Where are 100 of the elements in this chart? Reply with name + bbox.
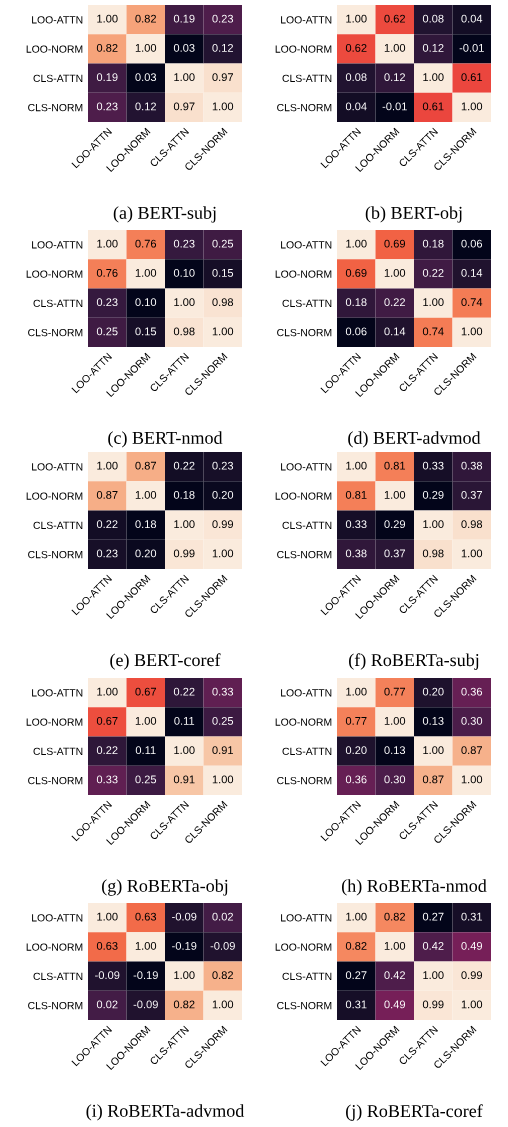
y-tick-label: LOO-NORM: [275, 943, 332, 951]
data-label: 1.00: [384, 490, 406, 499]
y-tick-label: CLS-ATTN: [33, 972, 83, 980]
data-label: 1.00: [346, 912, 367, 921]
y-tick-label: LOO-ATTN: [32, 241, 83, 249]
data-label: 1.00: [174, 73, 195, 82]
data-label: 0.63: [135, 912, 157, 921]
data-label: 0.02: [96, 1000, 118, 1009]
y-tick-label: CLS-NORM: [277, 103, 332, 112]
data-label: 0.23: [173, 239, 195, 248]
y-tick-label: LOO-ATTN: [32, 689, 83, 697]
data-label: 0.23: [96, 298, 118, 307]
data-label: 0.98: [173, 327, 195, 336]
data-label: 0.18: [173, 490, 195, 499]
data-label: 0.33: [212, 687, 234, 696]
data-label: 1.00: [212, 1000, 234, 1009]
data-label: 1.00: [346, 14, 367, 23]
data-label: 1.00: [212, 102, 234, 111]
data-label: -0.09: [133, 1000, 158, 1009]
data-label: 0.11: [135, 746, 156, 755]
data-label: -0.09: [172, 912, 197, 921]
data-label: 0.03: [135, 73, 157, 82]
data-label: 0.18: [135, 520, 157, 529]
y-tick-label: CLS-NORM: [277, 328, 332, 337]
data-label: 0.27: [422, 912, 444, 921]
y-tick-label: LOO-NORM: [275, 270, 332, 278]
data-label: 0.97: [173, 102, 195, 111]
data-label: 1.00: [212, 775, 234, 784]
data-label: 0.22: [96, 746, 118, 755]
data-label: 0.62: [384, 14, 406, 23]
data-label: 1.00: [423, 73, 444, 82]
data-label: 1.00: [461, 102, 483, 111]
data-label: 0.98: [422, 549, 444, 558]
data-label: 0.82: [96, 43, 118, 52]
data-label: 0.19: [173, 14, 195, 23]
data-label: 1.00: [97, 912, 118, 921]
y-tick-label: CLS-NORM: [277, 776, 332, 785]
data-label: 1.00: [423, 298, 444, 307]
y-tick-label: LOO-NORM: [275, 45, 332, 53]
data-label: 0.38: [345, 549, 367, 558]
data-label: 0.33: [422, 461, 444, 470]
y-tick-label: LOO-ATTN: [281, 16, 332, 24]
data-label: 0.63: [96, 941, 118, 950]
text: (h) RoBERTa-nmod: [342, 879, 487, 896]
data-label: -0.19: [172, 941, 197, 950]
data-label: 1.00: [174, 746, 195, 755]
data-label: 0.22: [173, 461, 195, 470]
data-label: 0.03: [173, 43, 195, 52]
data-label: 0.10: [173, 268, 195, 277]
data-label: 0.22: [422, 268, 444, 277]
data-label: 0.33: [96, 775, 118, 784]
data-label: 0.36: [461, 687, 483, 696]
text: (j) RoBERTa-coref: [346, 1104, 483, 1121]
data-label: 0.49: [384, 1000, 406, 1009]
data-label: 1.00: [212, 327, 234, 336]
data-label: 1.00: [384, 268, 406, 277]
data-label: 0.25: [212, 239, 234, 248]
text: (c) BERT-nmod: [108, 431, 223, 448]
data-label: 1.00: [174, 520, 195, 529]
data-label: 0.69: [384, 239, 406, 248]
data-label: 0.20: [422, 687, 444, 696]
y-tick-label: LOO-ATTN: [281, 689, 332, 697]
y-tick-label: LOO-NORM: [275, 718, 332, 726]
data-label: 0.25: [135, 775, 157, 784]
data-label: 0.12: [422, 43, 444, 52]
data-label: 0.82: [345, 941, 367, 950]
data-label: 0.18: [345, 298, 367, 307]
data-label: 1.00: [384, 43, 406, 52]
y-tick-label: CLS-ATTN: [33, 521, 83, 529]
data-label: 0.99: [422, 1000, 444, 1009]
data-label: 0.25: [96, 327, 118, 336]
data-label: 0.37: [461, 490, 483, 499]
data-label: 0.12: [384, 73, 406, 82]
data-label: 0.82: [212, 971, 234, 980]
data-label: 0.08: [422, 14, 444, 23]
data-label: 0.20: [345, 746, 367, 755]
data-label: 1.00: [423, 520, 444, 529]
data-label: 0.22: [96, 520, 118, 529]
y-tick-label: CLS-ATTN: [33, 74, 83, 82]
y-tick-label: LOO-NORM: [26, 270, 83, 278]
data-label: 0.25: [212, 716, 234, 725]
y-tick-label: CLS-NORM: [28, 1001, 83, 1010]
data-label: 0.27: [345, 971, 367, 980]
data-label: 0.82: [173, 1000, 195, 1009]
data-label: 0.42: [384, 971, 406, 980]
data-label: -0.01: [459, 43, 484, 52]
data-label: 0.06: [461, 239, 483, 248]
data-label: 0.33: [345, 520, 367, 529]
data-label: 0.31: [461, 912, 483, 921]
text: (i) RoBERTa-advmod: [86, 1104, 245, 1121]
data-label: 0.20: [212, 490, 234, 499]
data-label: 0.36: [345, 775, 367, 784]
data-label: 1.00: [212, 549, 234, 558]
y-tick-label: CLS-ATTN: [282, 74, 332, 82]
data-label: 1.00: [423, 746, 444, 755]
data-label: 1.00: [346, 687, 367, 696]
data-label: 0.12: [212, 43, 234, 52]
y-tick-label: CLS-ATTN: [282, 747, 332, 755]
y-tick-label: CLS-NORM: [28, 328, 83, 337]
data-label: 0.49: [461, 941, 483, 950]
